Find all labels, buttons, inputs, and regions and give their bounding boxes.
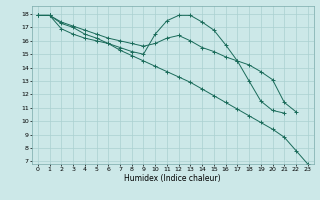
X-axis label: Humidex (Indice chaleur): Humidex (Indice chaleur) (124, 174, 221, 183)
